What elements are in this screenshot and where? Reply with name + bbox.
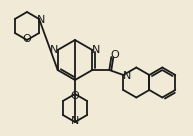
Text: N: N <box>71 116 79 126</box>
Text: N: N <box>123 71 131 81</box>
Text: N: N <box>50 45 58 55</box>
Text: O: O <box>71 91 79 101</box>
Text: N: N <box>37 15 45 25</box>
Text: N: N <box>92 45 100 55</box>
Text: O: O <box>110 50 119 60</box>
Text: O: O <box>23 34 31 44</box>
